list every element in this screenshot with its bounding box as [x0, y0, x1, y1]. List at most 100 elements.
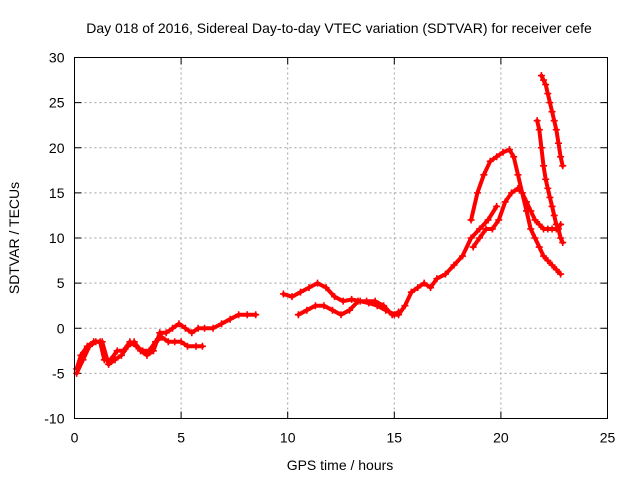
data-point-marker [546, 99, 554, 107]
series-trace-seg-early-b [74, 312, 258, 376]
data-point-marker [339, 297, 347, 305]
data-point-marker [183, 342, 191, 350]
plot-frame [74, 57, 608, 419]
data-point-marker [181, 324, 189, 332]
y-tick-label: 10 [49, 230, 65, 246]
data-point-marker [143, 351, 151, 359]
data-point-marker [522, 198, 530, 206]
data-point-marker [459, 252, 467, 260]
y-tick-label: 0 [57, 320, 65, 336]
data-point-marker [235, 311, 243, 319]
y-tick-label: 5 [57, 275, 65, 291]
data-point-marker [499, 148, 507, 156]
data-point-marker [171, 338, 179, 346]
data-point-marker [156, 329, 164, 337]
data-point-marker [164, 338, 172, 346]
data-point-marker [501, 198, 509, 206]
data-point-marker [111, 356, 119, 364]
data-point-marker [348, 295, 356, 303]
data-point-marker [488, 225, 496, 233]
data-point-marker [505, 146, 513, 154]
data-point-marker [467, 234, 475, 242]
series-trace-seg-late-a [469, 147, 563, 277]
data-point-marker [486, 157, 494, 165]
data-point-marker [130, 338, 138, 346]
data-point-marker [484, 216, 492, 224]
data-point-marker [552, 126, 560, 134]
data-point-marker [514, 171, 522, 179]
data-point-marker [480, 171, 488, 179]
data-point-marker [311, 302, 319, 310]
data-point-marker [510, 153, 518, 161]
data-point-marker [354, 297, 362, 305]
data-point-marker [288, 293, 296, 301]
data-point-marker [388, 311, 396, 319]
series-trace-seg-mid-a [281, 281, 401, 317]
data-point-marker [533, 117, 541, 125]
data-point-marker [303, 306, 311, 314]
data-point-marker [550, 117, 558, 125]
data-point-marker [98, 338, 106, 346]
data-point-marker [557, 270, 565, 278]
data-point-marker [92, 338, 100, 346]
data-point-marker [169, 324, 177, 332]
series-trace-seg-mid-b [296, 204, 499, 317]
data-point-marker [514, 184, 522, 192]
data-point-marker [252, 311, 260, 319]
x-tick-label: 20 [493, 430, 509, 446]
data-point-marker [441, 270, 449, 278]
data-point-marker [175, 320, 183, 328]
data-point-marker [279, 290, 287, 298]
data-point-marker [198, 342, 206, 350]
data-point-marker [337, 311, 345, 319]
data-point-marker [535, 126, 543, 134]
data-point-marker [296, 288, 304, 296]
data-point-marker [508, 189, 516, 197]
data-point-marker [531, 234, 539, 242]
data-point-marker [495, 216, 503, 224]
data-point-marker [105, 360, 113, 368]
data-point-marker [243, 311, 251, 319]
data-point-marker [137, 347, 145, 355]
data-point-marker [420, 279, 428, 287]
data-point-marker [177, 338, 185, 346]
data-point-marker [527, 207, 535, 215]
x-tick-label: 10 [280, 430, 296, 446]
data-point-marker [537, 144, 545, 152]
data-point-marker [473, 189, 481, 197]
data-point-marker [548, 108, 556, 116]
data-point-marker [209, 324, 217, 332]
data-point-marker [113, 347, 121, 355]
data-point-marker [322, 284, 330, 292]
data-point-marker [482, 225, 490, 233]
data-point-marker [346, 306, 354, 314]
data-point-marker [328, 306, 336, 314]
x-tick-label: 25 [600, 430, 616, 446]
data-point-marker [117, 351, 125, 359]
data-point-marker [201, 324, 209, 332]
data-point-marker [294, 311, 302, 319]
y-tick-label: 20 [49, 140, 65, 156]
data-point-marker [149, 347, 157, 355]
data-point-marker [414, 284, 422, 292]
data-point-marker [162, 329, 170, 337]
data-point-marker [493, 153, 501, 161]
data-point-marker [469, 243, 477, 251]
y-tick-label: 25 [49, 95, 65, 111]
data-point-marker [554, 225, 562, 233]
data-point-marker [427, 284, 435, 292]
data-point-marker [557, 153, 565, 161]
data-point-marker [540, 76, 548, 84]
data-point-marker [542, 81, 550, 89]
data-point-marker [540, 252, 548, 260]
data-point-marker [467, 216, 475, 224]
data-point-marker [320, 302, 328, 310]
data-layer [73, 72, 567, 377]
data-point-marker [476, 234, 484, 242]
data-point-marker [542, 175, 550, 183]
data-point-marker [559, 162, 567, 170]
data-point-marker [450, 261, 458, 269]
data-point-marker [544, 90, 552, 98]
data-point-marker [554, 139, 562, 147]
